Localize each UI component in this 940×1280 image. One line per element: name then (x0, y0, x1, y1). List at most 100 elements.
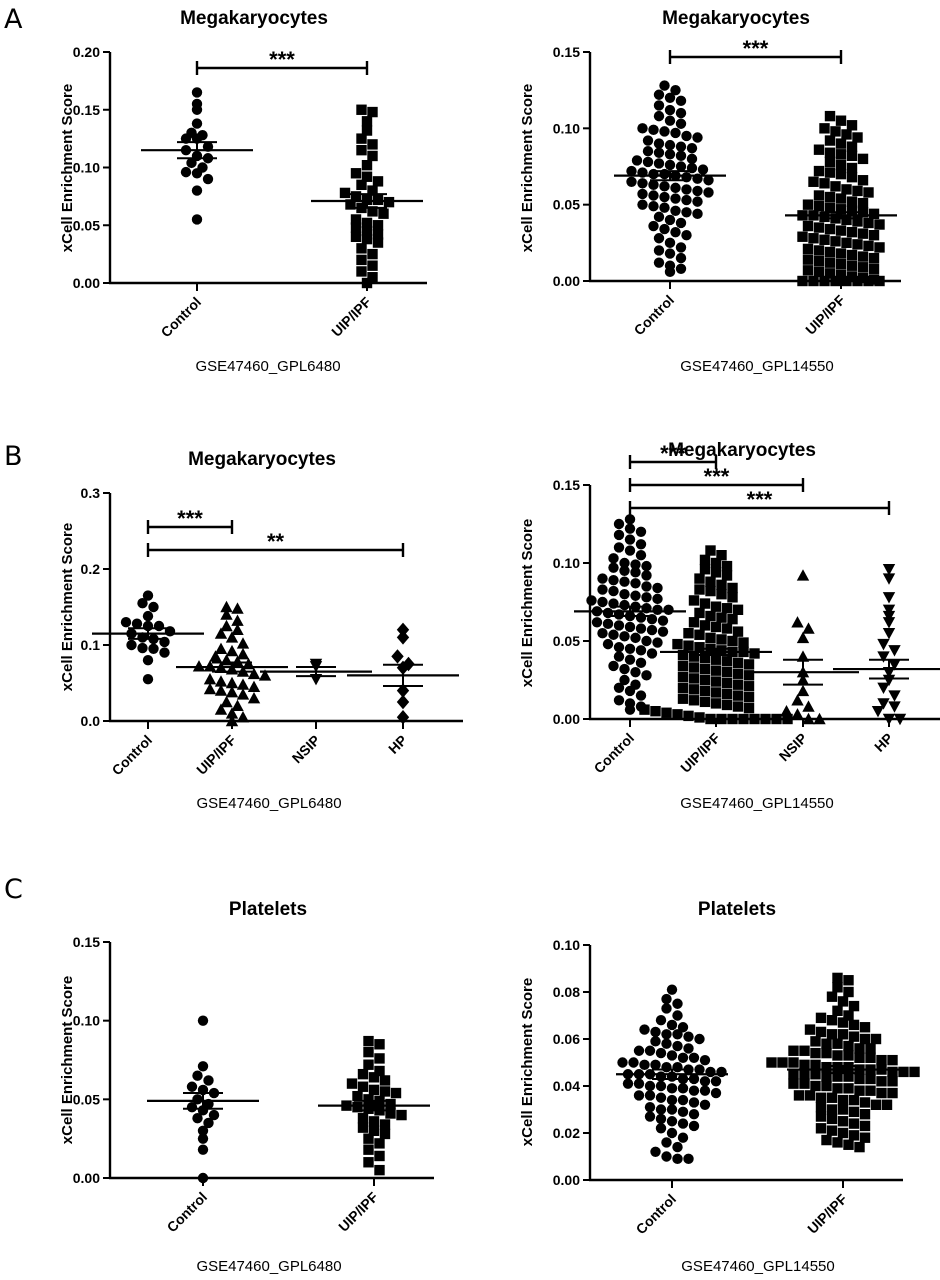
data-point (672, 1062, 683, 1073)
data-point (653, 138, 665, 149)
data-point (374, 1164, 385, 1176)
data-point (236, 688, 250, 700)
data-point (619, 589, 630, 600)
data-point (893, 713, 907, 726)
data-point (721, 688, 733, 700)
data-point (363, 1094, 374, 1105)
data-point (686, 153, 698, 165)
data-point (854, 1085, 865, 1096)
data-point (225, 644, 239, 657)
data-point (732, 701, 744, 712)
data-point (677, 693, 689, 704)
data-point (350, 191, 362, 202)
data-point (641, 635, 652, 647)
data-point (191, 185, 203, 196)
y-tick-label: 0.3 (81, 485, 101, 501)
data-point (868, 208, 880, 220)
data-point (791, 708, 804, 720)
data-point (821, 1134, 832, 1146)
data-point (810, 1059, 821, 1071)
data-point (732, 657, 744, 669)
data-point (661, 1062, 672, 1073)
data-point (597, 628, 608, 639)
data-point (372, 229, 384, 240)
data-point (835, 248, 847, 259)
x-tick-label: UIP/IPF (802, 291, 848, 337)
data-point (208, 1109, 220, 1121)
data-point (716, 550, 727, 561)
data-point (608, 574, 619, 586)
data-point (721, 570, 733, 581)
y-tick-label: 0.05 (553, 633, 580, 649)
data-point (727, 613, 738, 625)
data-point (710, 687, 722, 698)
data-point (749, 648, 760, 659)
data-point (846, 226, 858, 238)
data-point (236, 647, 250, 660)
data-point (650, 706, 661, 717)
x-tick-label: NSIP (289, 732, 323, 766)
data-point (131, 618, 143, 629)
data-point (846, 150, 858, 162)
data-point (126, 639, 137, 651)
data-point (642, 156, 654, 168)
data-point (677, 682, 689, 693)
data-point (247, 692, 261, 704)
data-point (666, 984, 678, 995)
data-point (641, 570, 652, 581)
data-point (203, 682, 217, 695)
data-point (832, 1050, 843, 1061)
data-point (630, 567, 641, 578)
data-point (681, 130, 692, 142)
data-point (821, 1038, 832, 1049)
y-tick-label: 0.0 (81, 713, 101, 729)
data-point (721, 623, 733, 634)
data-point (379, 1086, 391, 1097)
data-point (688, 1097, 700, 1108)
data-point (675, 141, 687, 152)
data-point (848, 1106, 860, 1118)
data-point (732, 679, 744, 690)
data-point (374, 1065, 385, 1077)
data-point (661, 1137, 672, 1148)
data-point (672, 1040, 683, 1052)
data-point (356, 133, 367, 144)
data-point (137, 598, 148, 609)
data-point (738, 637, 749, 648)
data-point (692, 208, 703, 220)
data-point (721, 656, 733, 667)
data-point (635, 657, 647, 669)
data-point (650, 1146, 661, 1158)
data-point (367, 139, 378, 150)
data-point (705, 1066, 716, 1078)
data-point (819, 178, 830, 189)
data-point (639, 704, 650, 715)
data-point (120, 617, 132, 628)
data-point (142, 655, 154, 666)
data-point (877, 638, 890, 651)
data-point (699, 564, 711, 575)
data-point (887, 1087, 898, 1099)
data-point (203, 1117, 214, 1129)
data-point (670, 127, 681, 139)
data-point (666, 1050, 678, 1061)
data-point (666, 1094, 678, 1106)
data-point (813, 222, 825, 233)
data-point (367, 150, 378, 162)
data-point (626, 176, 637, 187)
data-point (655, 1113, 667, 1125)
data-point (846, 205, 858, 216)
data-point (197, 1144, 209, 1155)
data-point (630, 559, 641, 570)
data-point (826, 991, 838, 1002)
data-point (694, 607, 705, 619)
data-point (192, 1113, 203, 1124)
x-tick-label: Control (633, 1191, 680, 1238)
data-point (813, 712, 826, 725)
data-point (843, 1040, 854, 1052)
data-point (637, 199, 648, 210)
data-point (608, 629, 619, 640)
y-axis-label: xCell Enrichment Score (519, 84, 536, 252)
data-point (657, 615, 669, 626)
